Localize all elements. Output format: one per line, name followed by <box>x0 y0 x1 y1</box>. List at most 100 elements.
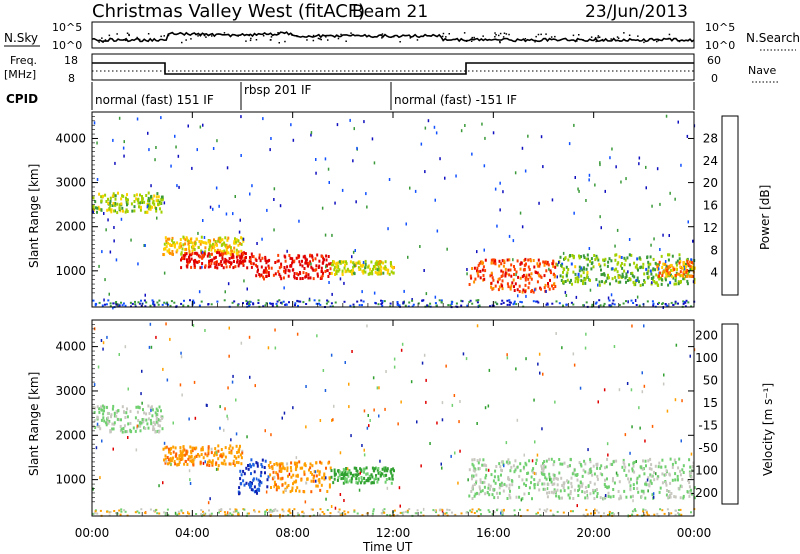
echo-cell-4 <box>377 265 380 269</box>
echo-cell-5 <box>504 274 507 278</box>
echo-cell-3 <box>284 481 287 485</box>
echo-cell-5 <box>528 486 531 490</box>
echo-cell-5 <box>640 466 643 470</box>
x-tick-label: 00:00 <box>75 526 110 540</box>
echo-cell-0 <box>120 418 122 422</box>
noise-search-point <box>597 36 599 39</box>
echo-cell-5 <box>509 287 512 291</box>
echo-cell-3 <box>268 266 270 270</box>
near-range-cell <box>582 513 585 516</box>
echo-cell-4 <box>357 266 360 270</box>
echo-cell-6 <box>559 255 562 259</box>
echo-cell-0 <box>155 407 158 411</box>
sparse-echo-cell <box>308 297 311 301</box>
sparse-echo-cell <box>471 152 473 156</box>
echo-cell-4 <box>375 476 378 480</box>
near-range-cell <box>117 303 120 306</box>
noise-search-point <box>312 34 315 37</box>
echo-cell-4 <box>364 262 367 266</box>
echo-cell-2 <box>252 462 255 466</box>
echo-cell-0 <box>137 419 140 422</box>
echo-cell-5 <box>689 465 692 469</box>
echo-cell-0 <box>106 411 109 415</box>
noise-search-point <box>590 36 593 38</box>
near-range-cell <box>282 300 285 303</box>
echo-cell-0 <box>129 428 132 432</box>
echo-cell-7 <box>681 274 683 277</box>
sparse-echo-cell <box>296 332 299 336</box>
echo-cell-1 <box>237 449 240 453</box>
echo-cell-0 <box>124 430 127 434</box>
echo-cell-0 <box>121 430 124 434</box>
near-range-cell <box>450 303 453 305</box>
echo-cell-6 <box>595 254 598 258</box>
echo-cell-5 <box>533 478 536 482</box>
echo-cell-5 <box>497 475 500 479</box>
echo-cell-5 <box>570 485 573 489</box>
echo-cell-5 <box>642 467 645 471</box>
near-range-cell <box>434 302 437 305</box>
echo-cell-1 <box>224 446 227 450</box>
echo-cell-7 <box>685 270 688 274</box>
echo-cell-3 <box>259 259 262 263</box>
near-range-cell <box>182 304 185 307</box>
sparse-echo-cell <box>373 161 376 165</box>
echo-cell-0 <box>143 426 145 430</box>
sparse-echo-cell <box>261 237 263 241</box>
echo-cell-0 <box>141 197 144 201</box>
sparse-echo-cell <box>487 468 490 472</box>
echo-cell-5 <box>551 284 553 288</box>
echo-cell-6 <box>652 275 655 279</box>
near-range-cell <box>124 510 127 513</box>
echo-cell-4 <box>387 268 390 272</box>
echo-cell-5 <box>593 497 596 500</box>
near-range-cell <box>220 509 223 511</box>
echo-cell-5 <box>537 273 540 277</box>
sparse-echo-cell <box>599 215 601 219</box>
near-range-cell <box>200 513 203 516</box>
echo-cell-6 <box>565 265 568 269</box>
noise-search-point <box>128 34 130 37</box>
near-range-cell <box>326 299 329 302</box>
echo-cell-4 <box>375 466 377 470</box>
noise-search-point <box>190 38 192 40</box>
echo-cell-3 <box>283 254 286 258</box>
echo-cell-6 <box>614 253 617 257</box>
sparse-echo-cell <box>546 487 549 491</box>
echo-cell-5 <box>529 275 532 279</box>
echo-cell-5 <box>577 494 580 497</box>
sparse-echo-cell <box>330 505 333 508</box>
echo-cell-6 <box>610 259 613 263</box>
sparse-echo-cell <box>328 281 330 284</box>
sparse-echo-cell <box>239 218 241 222</box>
echo-cell-5 <box>562 486 565 490</box>
echo-cell-1 <box>191 241 194 245</box>
noise-search-point <box>399 41 401 43</box>
noise-search-point <box>197 35 199 37</box>
sparse-echo-cell <box>232 212 234 216</box>
echo-cell-0 <box>147 207 150 211</box>
sparse-echo-cell <box>516 418 519 422</box>
echo-cell-0 <box>155 195 158 199</box>
echo-cell-5 <box>615 459 618 463</box>
sparse-echo-cell <box>270 433 272 437</box>
echo-cell-5 <box>581 474 584 478</box>
echo-cell-4 <box>365 479 368 483</box>
echo-cell-3 <box>279 274 282 278</box>
sparse-echo-cell <box>584 346 587 350</box>
near-range-cell <box>115 301 118 303</box>
sparse-echo-cell <box>127 436 129 439</box>
sparse-echo-cell <box>148 345 151 349</box>
echo-cell-3 <box>263 269 266 273</box>
near-range-cell <box>99 509 102 512</box>
echo-cell-3 <box>280 265 283 269</box>
echo-cell-3 <box>268 465 271 469</box>
echo-cell-5 <box>558 458 561 461</box>
near-range-cell <box>200 300 203 303</box>
echo-cell-6 <box>580 274 583 278</box>
echo-cell-3 <box>311 464 314 468</box>
echo-cell-5 <box>693 496 696 500</box>
sparse-echo-cell <box>646 478 649 482</box>
sparse-echo-cell <box>615 471 618 475</box>
echo-cell-3 <box>267 464 270 467</box>
